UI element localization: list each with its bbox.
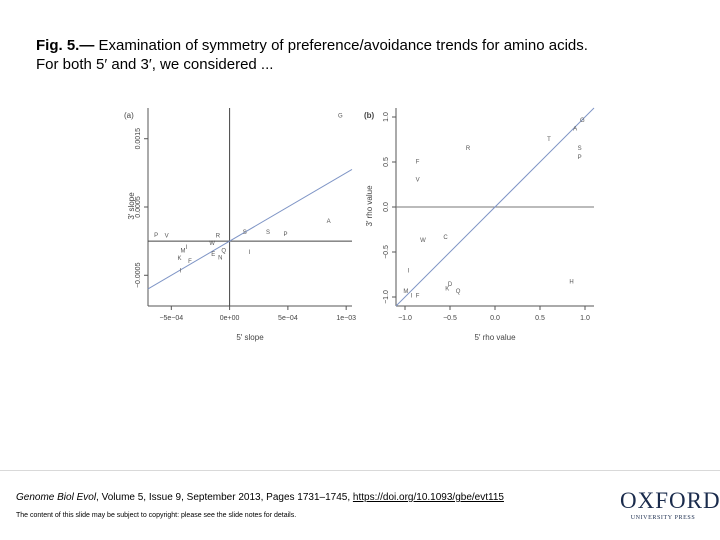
panel-b-point-i: I bbox=[410, 294, 412, 300]
panel-b-y-tick-label: 0.5 bbox=[383, 157, 390, 167]
panel-a-point-k: K bbox=[177, 256, 181, 262]
panel-a-point-v: V bbox=[165, 233, 169, 239]
oxford-logo: OXFORD UNIVERSITY PRESS bbox=[620, 488, 720, 521]
panel-b-y-tick-label: 0.0 bbox=[383, 202, 390, 212]
citation: Genome Biol Evol, Volume 5, Issue 9, Sep… bbox=[16, 492, 504, 503]
panel-b-x-tick-label: −0.5 bbox=[443, 315, 457, 322]
panel-b: (b) −1.0 −0.5 0.0 0.5 1.0 −1.0 −0.5 0.0 0.5 1.0 G… bbox=[364, 107, 595, 342]
panel-a-xlabel: 5′ slope bbox=[236, 333, 264, 342]
panel-b-x-tick-label: −1.0 bbox=[398, 315, 412, 322]
panel-a-y-tick-label: 0.0015 bbox=[135, 128, 142, 150]
panel-a-point-m: M bbox=[180, 249, 185, 255]
panel-a-point-a: A bbox=[327, 219, 331, 225]
footer-divider bbox=[0, 470, 720, 471]
panel-a-point-i: I bbox=[180, 268, 182, 274]
panel-b-point-a: A bbox=[573, 126, 577, 132]
citation-journal: Genome Biol Evol bbox=[16, 492, 97, 503]
panel-b-point-d: D bbox=[448, 282, 453, 288]
panel-b-point-g: G bbox=[580, 118, 585, 124]
panel-a-x-tick-label: 0e+00 bbox=[220, 315, 240, 322]
figure-svg: (a) −5e−04 0e+00 5e−04 1e−03 −0.0005 0.0005 0.… bbox=[124, 107, 595, 342]
copyright-notice: The content of this slide may be subject… bbox=[16, 512, 297, 519]
panel-a-point-p: P bbox=[284, 232, 288, 238]
panel-a-point-s: S bbox=[243, 230, 247, 236]
panel-b-point-f: F bbox=[416, 160, 420, 166]
panel-a-point-r: R bbox=[216, 233, 221, 239]
panel-b-x-tick-label: 1.0 bbox=[580, 315, 590, 322]
panel-a-point-g: G bbox=[338, 113, 343, 119]
panel-b-x-tick-label: 0.0 bbox=[490, 315, 500, 322]
panel-b-point-v: V bbox=[416, 178, 420, 184]
panel-a-x-tick-label: −5e−04 bbox=[159, 315, 183, 322]
panel-b-x-tick-label: 0.5 bbox=[535, 315, 545, 322]
figure-panels: (a) −5e−04 0e+00 5e−04 1e−03 −0.0005 0.0005 0.… bbox=[110, 100, 610, 350]
panel-a-ticks: −5e−04 0e+00 5e−04 1e−03 −0.0005 0.0005 0.0015 bbox=[135, 128, 356, 322]
doi-link[interactable]: https://doi.org/10.1093/gbe/evt115 bbox=[352, 492, 504, 503]
panel-a-point-i: I bbox=[249, 250, 251, 256]
panel-a-point-i: I bbox=[186, 245, 188, 251]
panel-b-point-m: M bbox=[403, 289, 408, 295]
panel-b-point-s: S bbox=[578, 146, 582, 152]
panel-a-y-tick-label: −0.0005 bbox=[135, 262, 142, 288]
panel-a-identity-line bbox=[147, 169, 353, 290]
panel-a-label: (a) bbox=[124, 111, 134, 120]
panel-b-ticks: −1.0 −0.5 0.0 0.5 1.0 −1.0 −0.5 0.0 0.5 1.0 bbox=[383, 112, 590, 322]
panel-a-point-e: E bbox=[211, 252, 215, 258]
panel-a-point-w: W bbox=[209, 241, 215, 247]
panel-a: (a) −5e−04 0e+00 5e−04 1e−03 −0.0005 0.0005 0.… bbox=[124, 108, 356, 342]
panel-b-point-f: F bbox=[416, 294, 420, 300]
panel-b-point-h: H bbox=[569, 279, 573, 285]
panel-a-point-n: N bbox=[218, 255, 222, 261]
panel-b-point-r: R bbox=[466, 146, 471, 152]
logo-main: OXFORD bbox=[620, 488, 720, 513]
panel-b-point-w: W bbox=[420, 238, 426, 244]
panel-b-label: (b) bbox=[364, 111, 375, 120]
panel-a-point-q: Q bbox=[221, 249, 226, 255]
panel-a-x-tick-label: 1e−03 bbox=[336, 315, 356, 322]
panel-b-y-tick-label: 1.0 bbox=[383, 112, 390, 122]
panel-b-point-i: I bbox=[408, 269, 410, 275]
logo-sub: UNIVERSITY PRESS bbox=[630, 515, 696, 521]
panel-a-y-tick-label: 0.0005 bbox=[135, 196, 142, 218]
citation-details: , Volume 5, Issue 9, September 2013, Pag… bbox=[96, 492, 353, 503]
caption-lead: Fig. 5.— bbox=[36, 37, 95, 54]
panel-a-x-tick-label: 5e−04 bbox=[278, 315, 298, 322]
panel-b-point-t: T bbox=[547, 137, 551, 143]
panel-b-xlabel: 5′ rho value bbox=[474, 333, 516, 342]
panel-a-ylabel: 3′ slope bbox=[127, 192, 136, 220]
figure-caption: Fig. 5.— Examination of symmetry of pref… bbox=[36, 36, 596, 74]
caption-text: Examination of symmetry of preference/av… bbox=[36, 37, 588, 73]
panel-a-point-p: P bbox=[154, 233, 158, 239]
panel-b-point-p: P bbox=[578, 155, 582, 161]
panel-b-y-tick-label: −1.0 bbox=[383, 290, 390, 304]
panel-a-point-f: F bbox=[188, 259, 192, 265]
panel-b-y-tick-label: −0.5 bbox=[383, 245, 390, 259]
panel-b-ylabel: 3′ rho value bbox=[365, 185, 374, 227]
panel-b-point-c: C bbox=[443, 235, 448, 241]
panel-b-point-q: Q bbox=[456, 289, 461, 295]
panel-b-identity-line bbox=[395, 107, 595, 307]
panel-b-point-k: K bbox=[445, 287, 449, 293]
panel-a-point-s: S bbox=[266, 230, 270, 236]
